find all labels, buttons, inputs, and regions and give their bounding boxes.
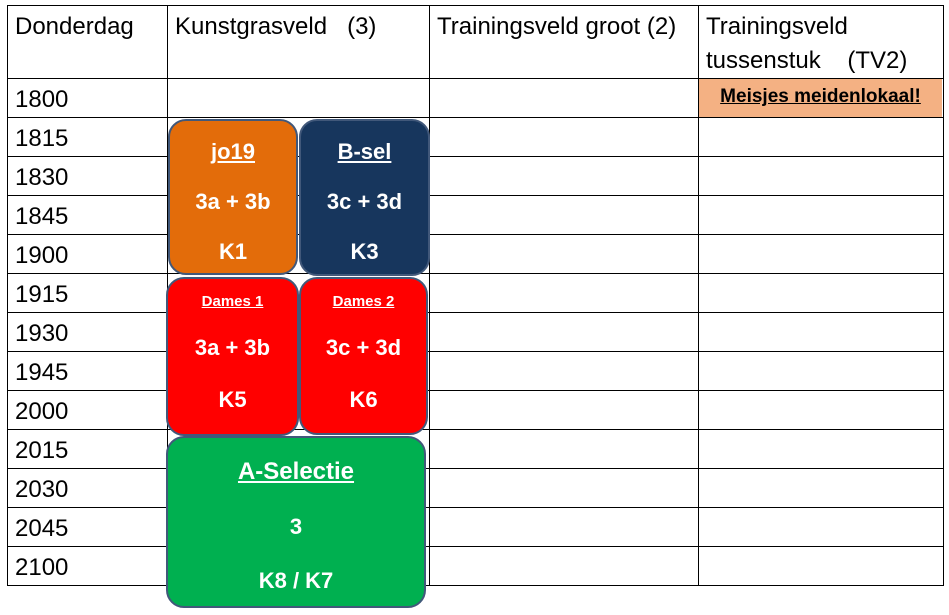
slot-cell xyxy=(429,156,699,196)
time-row: 2030 xyxy=(7,468,944,508)
slot-cell xyxy=(698,195,944,235)
header-trainingsveld-tussenstuk: Trainingsveld tussenstuk (TV2) xyxy=(698,5,944,79)
slot-cell xyxy=(698,234,944,274)
header-row: Donderdag Kunstgrasveld (3) Trainingsvel… xyxy=(7,5,944,79)
time-row: 1900 xyxy=(7,234,944,274)
slot-cell xyxy=(698,117,944,157)
time-cell: 1915 xyxy=(7,273,168,313)
time-row: 2100 xyxy=(7,546,944,586)
time-cell: 1900 xyxy=(7,234,168,274)
time-row: 1830 xyxy=(7,156,944,196)
time-row: 2015 xyxy=(7,429,944,469)
time-row: 1915 xyxy=(7,273,944,313)
time-cell: 1800 xyxy=(7,78,168,118)
block-room: K6 xyxy=(349,387,378,412)
slot-cell xyxy=(698,546,944,586)
block-room: K1 xyxy=(218,239,248,264)
block-title: jo19 xyxy=(210,139,256,164)
slot-cell xyxy=(698,273,944,313)
block-title: Dames 1 xyxy=(201,293,264,310)
slot-cell xyxy=(698,351,944,391)
slot-cell xyxy=(429,234,699,274)
block-teams: 3a + 3b xyxy=(195,189,271,214)
time-row: 1945 xyxy=(7,351,944,391)
time-cell: 1815 xyxy=(7,117,168,157)
time-cell: 1845 xyxy=(7,195,168,235)
time-cell: 1930 xyxy=(7,312,168,352)
time-cell: 2030 xyxy=(7,468,168,508)
time-cell: 2000 xyxy=(7,390,168,430)
time-row: 2045 xyxy=(7,507,944,547)
slot-cell xyxy=(429,273,699,313)
header-trainingsveld-groot: Trainingsveld groot (2) xyxy=(429,5,699,79)
slot-cell xyxy=(429,507,699,547)
slot-cell xyxy=(698,312,944,352)
time-row: 1815 xyxy=(7,117,944,157)
block-jo19: jo19 3a + 3b K1 xyxy=(168,119,298,275)
block-b-sel: B-sel 3c + 3d K3 xyxy=(299,119,430,276)
block-room: K8 / K7 xyxy=(258,568,334,593)
block-teams: 3c + 3d xyxy=(326,189,403,214)
slot-cell xyxy=(698,468,944,508)
block-teams: 3a + 3b xyxy=(194,335,271,360)
time-cell: 2045 xyxy=(7,507,168,547)
header-day: Donderdag xyxy=(7,5,168,79)
block-title: A-Selectie xyxy=(237,458,355,485)
time-cell: 1945 xyxy=(7,351,168,391)
block-teams: 3c + 3d xyxy=(325,335,402,360)
block-title: B-sel xyxy=(337,139,392,164)
slot-cell xyxy=(429,429,699,469)
block-dames-1: Dames 1 3a + 3b K5 xyxy=(166,277,299,436)
block-room: K5 xyxy=(218,387,247,412)
block-a-selectie: A-Selectie 3 K8 / K7 xyxy=(166,436,426,608)
slot-cell xyxy=(429,312,699,352)
slot-cell xyxy=(429,468,699,508)
time-cell: 2100 xyxy=(7,546,168,586)
slot-cell xyxy=(429,351,699,391)
header-kunstgrasveld: Kunstgrasveld (3) xyxy=(167,5,430,79)
slot-cell xyxy=(429,117,699,157)
slot-cell xyxy=(167,78,430,118)
slot-cell xyxy=(698,156,944,196)
time-row: 1930 xyxy=(7,312,944,352)
slot-cell xyxy=(429,195,699,235)
time-cell: 1830 xyxy=(7,156,168,196)
slot-cell xyxy=(698,390,944,430)
slot-cell xyxy=(429,546,699,586)
time-row: 2000 xyxy=(7,390,944,430)
block-room: K3 xyxy=(350,239,379,264)
block-title: Dames 2 xyxy=(332,293,395,310)
time-row: 1845 xyxy=(7,195,944,235)
slot-cell xyxy=(698,429,944,469)
slot-cell xyxy=(429,390,699,430)
block-teams: 3 xyxy=(289,514,303,539)
time-cell: 2015 xyxy=(7,429,168,469)
slot-cell xyxy=(698,507,944,547)
slot-cell xyxy=(429,78,699,118)
notice-meidenlokaal: Meisjes meidenlokaal! xyxy=(699,79,942,117)
block-dames-2: Dames 2 3c + 3d K6 xyxy=(299,277,428,435)
